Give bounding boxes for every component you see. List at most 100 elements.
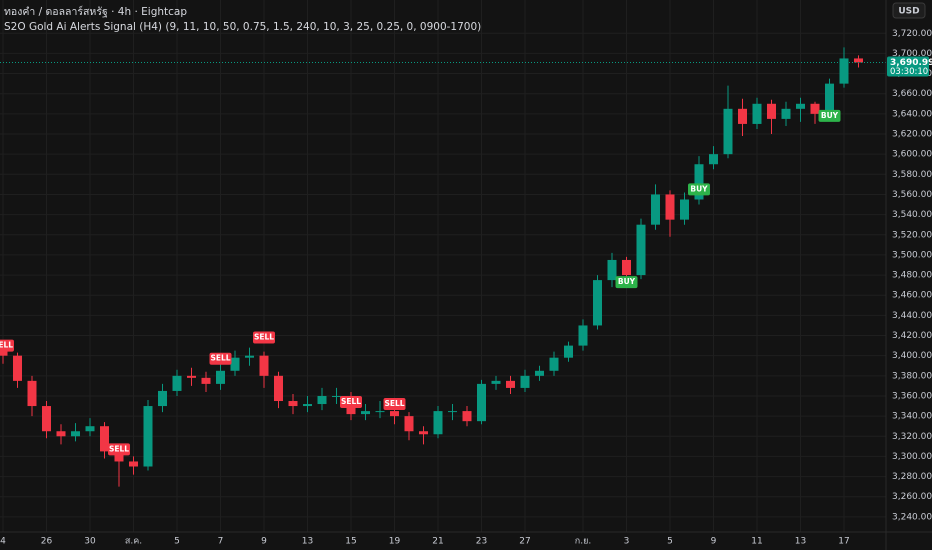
candle-body (0, 350, 8, 356)
x-tick-label: 17 (838, 537, 849, 547)
candle-body (810, 103, 820, 114)
x-tick-label: 23 (476, 537, 487, 547)
candle-body (114, 451, 124, 462)
candle-body (433, 411, 443, 435)
signal-badge (209, 352, 232, 365)
candle-body (607, 259, 617, 281)
y-tick-label: 3,520.00 (892, 230, 932, 240)
signal-label: SELL (341, 397, 361, 406)
candle-body (709, 154, 718, 165)
candle-body (694, 164, 704, 200)
candle-body (535, 370, 544, 376)
candle-body (375, 411, 385, 413)
candle-body (332, 395, 341, 397)
x-tick-label: 27 (519, 537, 530, 547)
y-tick-label: 3,720.00 (892, 29, 932, 39)
signal-label: BUY (821, 111, 839, 120)
candle-body (622, 259, 631, 276)
candle-body (42, 406, 51, 432)
currency-label[interactable]: USD (898, 7, 919, 17)
y-tick-label: 3,320.00 (892, 432, 932, 442)
candle-body (27, 380, 37, 407)
candle-body (303, 404, 312, 407)
signal-badge (108, 443, 130, 456)
candle-body (158, 390, 167, 407)
y-tick-label: 3,380.00 (892, 371, 932, 381)
candle-body (738, 108, 747, 124)
axes: 3,240.00 3,260.00 3,280.00 3,300.00 3,320.00… (0, 29, 932, 547)
candle-body (216, 370, 225, 384)
candle-body (100, 426, 109, 452)
y-tick-label: 3,360.00 (892, 391, 932, 401)
candle-body (767, 103, 776, 119)
candle-body (564, 345, 573, 358)
y-tick-label: 3,400.00 (892, 351, 932, 361)
candle-body (593, 280, 602, 326)
candle-body (56, 431, 66, 437)
candle-body (723, 108, 733, 155)
x-tick-label: 3 (624, 537, 630, 547)
candle-body (361, 411, 370, 415)
x-tick-label: 13 (302, 537, 313, 547)
y-tick-label: 3,600.00 (892, 150, 932, 160)
y-tick-label: 3,440.00 (892, 311, 932, 321)
y-tick-label: 3,460.00 (892, 291, 932, 301)
y-tick-label: 3,420.00 (892, 331, 932, 341)
signal-label: SELL (384, 399, 404, 408)
x-tick-label: 11 (751, 537, 762, 547)
candle-body (390, 411, 399, 417)
candle-body (71, 431, 80, 437)
x-tick-label: 15 (345, 537, 356, 547)
x-tick-label: ก.ย. (575, 537, 591, 547)
candle-body (404, 416, 414, 432)
x-tick-label: 4 (0, 537, 6, 547)
x-tick-label: 9 (711, 537, 717, 547)
candle-body (665, 194, 675, 220)
signal-badge (383, 398, 406, 411)
y-tick-label: 3,560.00 (892, 190, 932, 200)
candle-body (506, 380, 515, 388)
candle-body (578, 325, 588, 346)
y-tick-label: 3,540.00 (892, 210, 932, 220)
x-tick-label: 26 (41, 537, 53, 547)
candle-body (172, 375, 182, 391)
candle-body (477, 383, 486, 422)
y-tick-label: 3,500.00 (892, 250, 932, 260)
candle-body (201, 377, 211, 384)
candle-body (825, 83, 834, 114)
y-tick-label: 3,580.00 (892, 170, 932, 180)
x-tick-label: 7 (218, 537, 224, 547)
last-price-tag (887, 56, 929, 77)
x-tick-label: 19 (389, 537, 401, 547)
grid (0, 0, 886, 532)
candle-body (187, 375, 196, 378)
y-tick-label: 3,260.00 (892, 492, 932, 502)
x-tick-label: 5 (667, 537, 673, 547)
candle-body (680, 199, 689, 220)
countdown: 03:30:10 (890, 67, 928, 77)
signal-badge (340, 396, 362, 409)
signal-badge (818, 109, 841, 122)
candle-body (317, 395, 327, 405)
candle-body (491, 380, 501, 384)
y-tick-label: 3,700.00 (892, 49, 932, 59)
candle-body (230, 357, 240, 371)
y-tick-label: 3,300.00 (892, 452, 932, 462)
x-tick-label: ส.ค. (125, 537, 142, 547)
candle-body (419, 431, 428, 435)
indicator-subtitle: S2O Gold Ai Alerts Signal (H4) (9, 11, 1… (4, 21, 481, 33)
candle-body (245, 355, 254, 358)
candle-body (636, 224, 646, 276)
chart-title: ทองคำ / ดอลลาร์สหรัฐ · 4h · Eightcap (4, 5, 187, 18)
plot: SELL SELL SELL SELL SELL SELL BUY BUY BUY (0, 47, 886, 487)
currency-button[interactable] (892, 2, 926, 19)
y-tick-label: 3,480.00 (892, 271, 932, 281)
last-price-label: 3,690.99 (890, 58, 932, 68)
candle-body (85, 426, 95, 432)
candle-body (781, 108, 791, 119)
y-tick-label: 3,660.00 (892, 89, 932, 99)
signal-label: SELL (254, 333, 274, 342)
x-tick-label: 9 (261, 537, 267, 547)
candle-body (288, 401, 298, 407)
